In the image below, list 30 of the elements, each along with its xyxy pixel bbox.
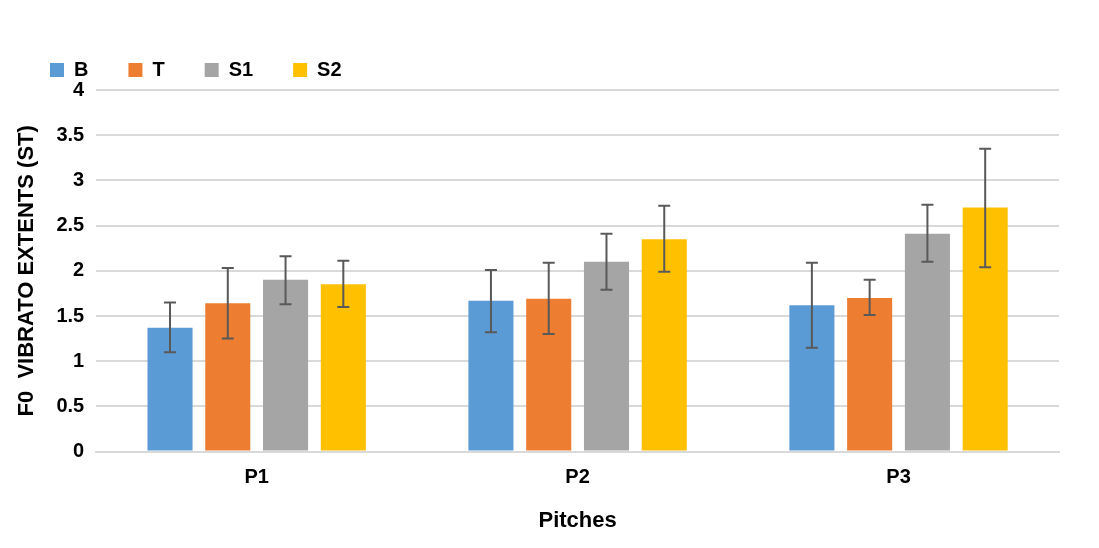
- bar: [847, 297, 893, 451]
- y-axis-title: F0 VIBRATO EXTENTS (ST): [13, 125, 39, 417]
- y-tick-label: 1: [73, 348, 85, 371]
- bar: [526, 298, 572, 451]
- bar: [468, 300, 514, 451]
- bar: [147, 327, 193, 451]
- legend-label: S1: [228, 57, 254, 80]
- bar: [789, 305, 835, 451]
- y-tick-label: 3.5: [56, 122, 85, 145]
- bar: [320, 284, 366, 451]
- bar: [583, 261, 630, 451]
- bar: [205, 303, 251, 451]
- y-tick-label: 2.5: [56, 213, 85, 236]
- y-tick-label: 1.5: [56, 303, 85, 326]
- x-axis-title: Pitches: [538, 506, 617, 532]
- bar: [641, 239, 687, 451]
- legend-label: T: [152, 57, 165, 80]
- y-tick-label: 0.5: [56, 393, 85, 416]
- bar: [263, 279, 309, 451]
- x-tick-label: P1: [244, 465, 269, 488]
- x-tick-label: P2: [565, 465, 590, 488]
- y-tick-label: 4: [73, 77, 86, 100]
- y-tick-label: 3: [73, 167, 85, 190]
- y-tick-label: 2: [73, 258, 85, 281]
- bar: [904, 233, 950, 451]
- bar: [962, 207, 1008, 451]
- x-tick-label: P3: [886, 465, 911, 488]
- y-tick-label: 0: [73, 439, 85, 462]
- legend-label: S2: [317, 57, 342, 80]
- legend-label: B: [74, 57, 89, 80]
